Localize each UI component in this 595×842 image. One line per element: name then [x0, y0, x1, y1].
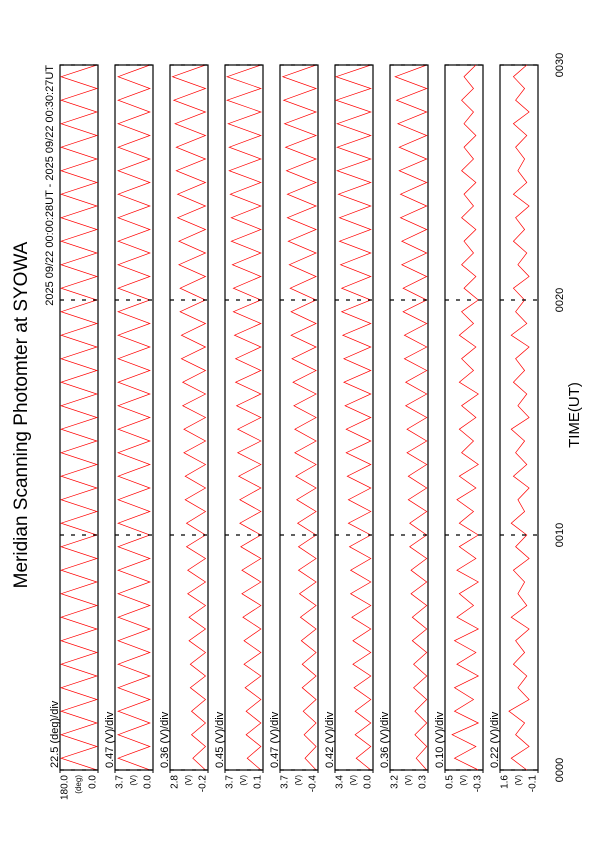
y-tick-label: 3.2 [390, 775, 401, 789]
signal-line [394, 64, 428, 771]
panel-frame [389, 64, 429, 771]
panel-scale: 0.36 (V)/div [379, 711, 391, 768]
x-tick-label: 0010 [554, 523, 566, 547]
panel-frame [59, 64, 99, 771]
x-tick-label: 0030 [554, 53, 566, 77]
y-axis-label: (V) [129, 775, 138, 786]
panel-frame [114, 64, 154, 771]
signal-line [226, 64, 262, 771]
y-tick-label: 0.5 [445, 775, 456, 789]
panel-scale: 0.45 (V)/div [214, 711, 226, 768]
panel-frame [444, 64, 484, 771]
panel-scale: 0.10 (V)/div [434, 711, 446, 768]
signal-line [281, 64, 318, 771]
y-axis-label: (V) [404, 775, 413, 786]
panel-frame [499, 64, 539, 771]
y-tick-label: 3.7 [225, 775, 236, 789]
panel-frame [279, 64, 319, 771]
x-axis-label: TIME(UT) [566, 382, 583, 448]
y-tick-label: -0.1 [528, 775, 539, 793]
panel-scale: 0.47 (V)/div [104, 711, 116, 768]
y-tick-label: -0.2 [198, 775, 209, 793]
y-tick-label: 0.3 [418, 775, 429, 789]
y-tick-label: -0.4 [308, 775, 319, 793]
y-axis-label: (V) [514, 775, 523, 786]
y-axis-label: (V) [349, 775, 358, 786]
y-tick-label: 0.1 [253, 775, 264, 789]
y-axis-label: (V) [239, 775, 248, 786]
y-axis-label: (V) [294, 775, 303, 786]
rotated-plot: Meridian Scanning Photomter at SYOWA 202… [11, 53, 583, 800]
signal-line [117, 64, 151, 771]
x-tick-label: 0000 [554, 758, 566, 782]
signal-line [508, 64, 530, 771]
panel-frame [224, 64, 264, 771]
y-tick-label: 0.0 [88, 775, 99, 789]
y-tick-label: 1.6 [500, 775, 511, 789]
panel-scale: 22.5 (deg)/div [49, 700, 61, 768]
chart-title: Meridian Scanning Photomter at SYOWA [11, 241, 32, 588]
panel-scale: 0.47 (V)/div [269, 711, 281, 768]
y-axis-label: (V) [184, 775, 193, 786]
signal-line [59, 64, 99, 771]
panel-scale: 0.22 (V)/div [489, 711, 501, 768]
panel-scale: 0.42 (V)/div [324, 711, 336, 768]
chart-subtitle: 2025 09/22 00:00:28UT - 2025 09/22 00:30… [44, 65, 56, 306]
y-tick-label: 0.0 [363, 775, 374, 789]
panel-frame [334, 64, 374, 771]
y-axis-label: (V) [459, 775, 468, 786]
y-axis-label: (deg) [74, 775, 83, 794]
y-tick-label: 3.7 [280, 775, 291, 789]
y-tick-label: 180.0 [60, 775, 71, 800]
y-tick-label: 3.4 [335, 775, 346, 789]
signal-line [451, 64, 480, 771]
x-tick-label: 0020 [554, 288, 566, 312]
y-tick-label: 0.0 [143, 775, 154, 789]
y-tick-label: 2.8 [170, 775, 181, 789]
signal-line [335, 64, 372, 771]
y-tick-label: -0.3 [473, 775, 484, 793]
signal-line [171, 64, 207, 771]
panel-scale: 0.36 (V)/div [159, 711, 171, 768]
y-tick-label: 3.7 [115, 775, 126, 789]
